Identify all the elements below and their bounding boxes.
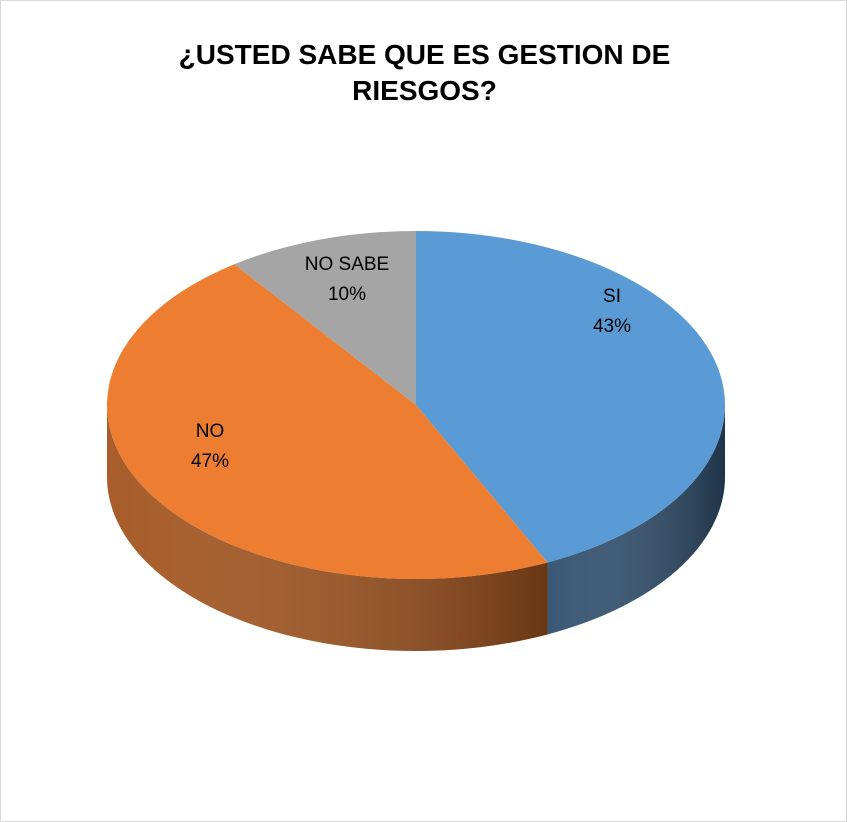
data-label-category: NO <box>196 421 225 442</box>
pie-labels: SI 43% NO 47% NO SABE 10% <box>191 254 631 472</box>
chart-title-line-1: ¿USTED SABE QUE ES GESTION DE <box>178 39 671 70</box>
data-label-percent: 47% <box>191 451 229 472</box>
data-label-no: NO 47% <box>191 421 229 472</box>
pie-side-shade <box>547 405 725 635</box>
pie-tops <box>107 231 725 579</box>
data-label-percent: 10% <box>328 284 366 305</box>
pie-slice-si <box>416 231 725 563</box>
data-label-category: NO SABE <box>305 254 389 275</box>
data-label-percent: 43% <box>593 316 631 337</box>
pie-sides <box>107 405 725 651</box>
pie-slice-no <box>107 264 548 579</box>
chart-title: ¿USTED SABE QUE ES GESTION DE RIESGOS? <box>1 37 847 109</box>
data-label-category: SI <box>603 286 621 307</box>
chart-title-line-2: RIESGOS? <box>352 75 497 106</box>
pie-slice-no-sabe <box>234 231 416 405</box>
data-label-si: SI 43% <box>593 286 631 337</box>
data-label-no-sabe: NO SABE 10% <box>305 254 389 305</box>
pie-side-shade <box>107 405 548 651</box>
